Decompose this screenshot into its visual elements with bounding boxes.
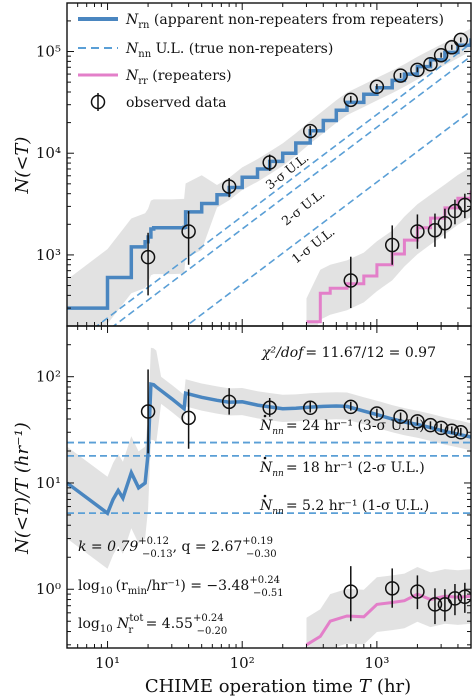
legend-label-rr: Nrr (repeaters)	[125, 68, 232, 87]
top-observed-point	[369, 79, 385, 95]
top-observed-points	[140, 32, 471, 309]
top-observed-rep-point	[437, 215, 453, 231]
top-observed-point	[423, 56, 438, 72]
top-band-rn	[67, 28, 471, 326]
top-observed-point	[453, 32, 469, 48]
dot-1sigma	[263, 494, 267, 498]
top-observed-point	[393, 68, 408, 83]
kq-annotation: k = 0.79+0.12 −0.13, q = 2.67+0.19 −0.30	[78, 536, 277, 560]
bottom-observed-point	[221, 394, 237, 410]
rate-label-dots	[263, 414, 267, 498]
axes-frames: 10³ 10⁴ 10⁵ 10¹ 10² 10³ 10⁰ 10¹ 10²	[36, 2, 472, 672]
top-observed-point	[262, 155, 277, 170]
ul-line-3sigma	[95, 42, 471, 326]
bottom-observed-points	[140, 369, 471, 625]
top-observed-point	[140, 249, 156, 265]
top-ytick-label: 10³	[36, 246, 61, 264]
top-ytick-label: 10⁴	[36, 144, 61, 162]
top-y-axis-label: N(<T)	[12, 137, 33, 195]
dot-2sigma	[263, 456, 267, 460]
ul-line-2sigma	[112, 55, 471, 326]
bottom-xtick-label: 10²	[230, 654, 255, 672]
top-observed-rep-point	[410, 224, 425, 239]
bottom-observed-rep-point	[384, 581, 400, 596]
bottom-observed-point	[343, 399, 359, 415]
top-observed-rep-point	[343, 273, 359, 288]
x-axis-label: CHIME operation time T (hr)	[145, 676, 411, 697]
bottom-ytick-label: 10²	[36, 368, 61, 386]
top-observed-point	[181, 224, 196, 239]
bottom-xtick-label: 10¹	[95, 654, 120, 672]
bottom-observed-point	[433, 420, 449, 436]
legend-label-obs: observed data	[126, 95, 226, 111]
top-observed-point	[433, 47, 449, 63]
bottom-observed-point	[140, 404, 156, 419]
bottom-observed-rep-point	[457, 589, 471, 604]
chi2-annotation: χ²/dof = 11.67/12 = 0.97	[261, 345, 436, 361]
rate-label-3sigma: Nnn = 24 hr⁻¹ (3-σ U.L.)	[259, 418, 425, 437]
top-observed-point	[444, 40, 460, 55]
bottom-observed-point	[369, 406, 385, 421]
bottom-observed-rep-point	[427, 597, 443, 612]
top-observed-point	[343, 92, 359, 108]
bottom-observed-point	[410, 414, 425, 429]
top-observed-point	[302, 123, 318, 139]
bottom-observed-point	[444, 423, 460, 439]
bottom-band-rn	[67, 347, 471, 569]
top-observed-point	[410, 62, 425, 78]
bottom-ytick-label: 10¹	[36, 474, 61, 492]
rmin-annotation: log10 (rmin/hr⁻¹) = −3.48+0.24 −0.51	[78, 575, 284, 599]
legend-label-nn: Nnn U.L. (true non-repeaters)	[125, 41, 333, 60]
ul-line-1sigma	[184, 110, 471, 326]
bottom-observed-rep-point	[343, 584, 359, 599]
bottom-observed-point	[423, 417, 438, 433]
bottom-observed-rep-point	[447, 591, 463, 606]
bottom-ytick-label: 10⁰	[36, 580, 61, 598]
bottom-observed-point	[181, 410, 196, 426]
legend-label-rn: Nrn (apparent non-repeaters from repeate…	[125, 12, 444, 31]
top-observed-rep-point	[457, 197, 471, 213]
bottom-observed-point	[262, 400, 277, 416]
legend-swatch-obs-marker	[90, 94, 106, 110]
legend: Nrn (apparent non-repeaters from repeate…	[78, 12, 444, 111]
bottom-observed-point	[302, 400, 318, 416]
bottom-band-rr	[306, 567, 471, 648]
bottom-frame	[66, 325, 472, 649]
bottom-uncertainty-band	[67, 347, 471, 648]
top-band-rr	[306, 167, 471, 326]
bottom-observed-point	[393, 409, 408, 424]
top-upper-limit-lines	[95, 42, 471, 326]
rate-label-2sigma: Nnn = 18 hr⁻¹ (2-σ U.L.)	[259, 460, 425, 479]
top-observed-rep-point	[384, 237, 400, 253]
top-observed-point	[221, 179, 237, 194]
bottom-rate-lines	[67, 441, 471, 515]
ntot-annotation: log10 Ntot r = 4.55+0.24 −0.20	[78, 613, 227, 637]
top-ytick-label: 10⁵	[36, 43, 61, 61]
dot-3sigma	[263, 414, 267, 418]
top-observed-rep-point	[427, 222, 443, 238]
rate-label-1sigma: Nnn = 5.2 hr⁻¹ (1-σ U.L.)	[259, 498, 429, 517]
bottom-xtick-label: 10³	[364, 654, 389, 672]
bottom-observed-rep-point	[410, 584, 425, 599]
ul-label-2sigma: 2-σ U.L.	[279, 186, 328, 229]
bottom-y-axis-label: N(<T)/T (hr⁻¹)	[12, 422, 33, 555]
